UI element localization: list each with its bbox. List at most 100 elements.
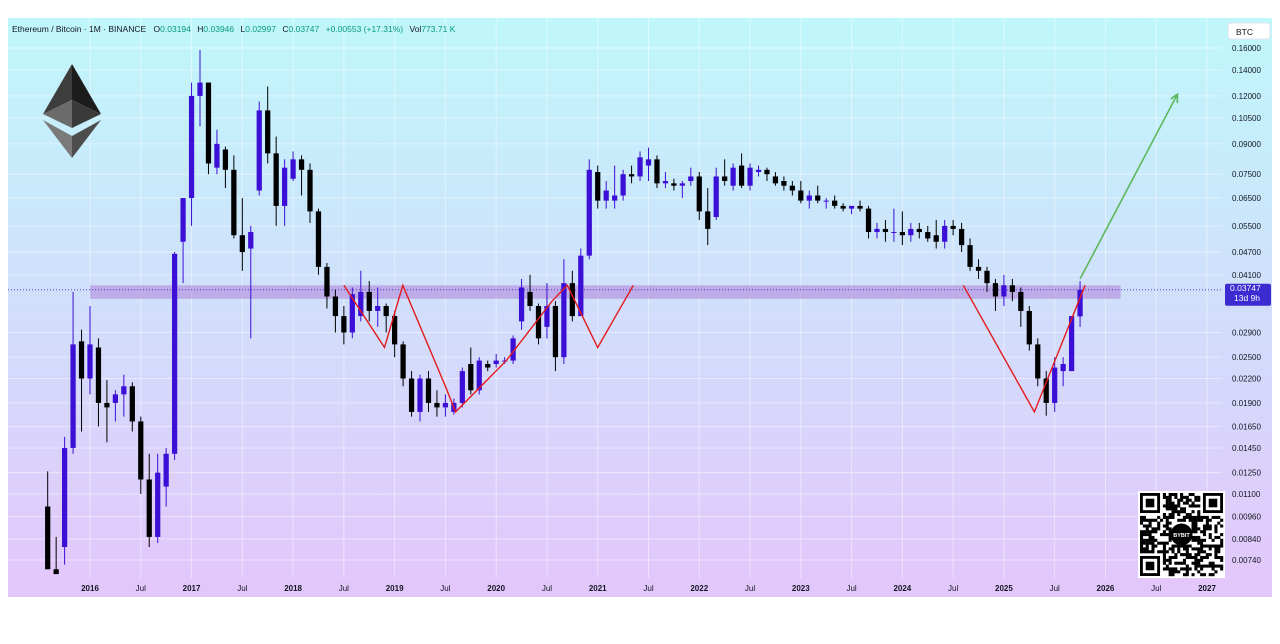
y-tick-label: 0.00840 <box>1232 535 1261 544</box>
candle-body <box>874 228 880 233</box>
candle-body <box>984 270 990 284</box>
qr-module <box>1211 515 1215 519</box>
candle <box>806 190 812 209</box>
qr-module <box>1205 518 1209 522</box>
qr-module <box>1171 510 1175 514</box>
candle <box>1060 357 1066 387</box>
candle <box>958 222 965 253</box>
candle <box>1043 371 1049 416</box>
qr-module <box>1148 538 1152 542</box>
qr-module <box>1214 547 1218 551</box>
qr-module <box>1182 553 1186 557</box>
qr-module <box>1182 544 1186 548</box>
qr-module <box>1194 535 1198 539</box>
qr-module <box>1197 538 1201 542</box>
qr-module <box>1162 524 1166 528</box>
x-tick-label: Jul <box>846 584 856 593</box>
candle-body <box>865 208 872 233</box>
qr-module <box>1174 495 1178 499</box>
candle-body <box>561 283 567 358</box>
candle-body <box>510 338 516 361</box>
qr-module <box>1165 504 1169 508</box>
qr-module <box>1191 561 1195 565</box>
y-tick-label: 0.01650 <box>1232 422 1261 431</box>
candle <box>815 185 821 204</box>
qr-module <box>1208 535 1212 539</box>
qr-module <box>1145 527 1149 531</box>
qr-module <box>1180 561 1184 565</box>
candle-body <box>1009 285 1015 292</box>
candle-body <box>848 205 855 209</box>
candle-body <box>781 181 787 186</box>
candle-body <box>425 378 432 403</box>
candle-body <box>434 402 440 408</box>
candle-body <box>1026 310 1032 345</box>
qr-module <box>1168 555 1172 560</box>
y-tick-label: 0.01450 <box>1232 444 1261 453</box>
time-axis[interactable]: 2016 Jul 2017 Jul 2018 Jul 2019 Jul 2020 Jul 2021 J… <box>81 584 1216 593</box>
candle-body <box>129 386 135 422</box>
qr-module <box>1157 541 1161 545</box>
candle <box>129 382 135 432</box>
qr-module <box>1188 498 1192 502</box>
qr-module <box>1197 498 1201 502</box>
qr-module <box>1220 555 1224 560</box>
qr-module <box>1220 544 1224 548</box>
candle <box>214 129 220 175</box>
candle <box>366 281 372 322</box>
qr-module <box>1162 533 1166 537</box>
qr-module <box>1194 547 1198 551</box>
qr-module <box>1171 515 1175 519</box>
qr-module <box>1214 524 1218 528</box>
qr-module <box>1191 515 1195 519</box>
candle-body <box>925 232 931 239</box>
y-tick-label: 0.06500 <box>1232 194 1261 203</box>
candle-body <box>502 360 508 362</box>
candle-body <box>527 291 533 306</box>
qr-module <box>1188 493 1192 497</box>
candle <box>53 536 59 575</box>
qr-module <box>1168 535 1172 539</box>
candle-body <box>1001 285 1007 297</box>
candle <box>620 169 626 201</box>
qr-module <box>1145 550 1149 554</box>
qr-module <box>1171 493 1175 497</box>
candle-body <box>155 472 161 537</box>
qr-module <box>1168 567 1172 571</box>
qr-module <box>1185 555 1189 560</box>
qr-module <box>1205 521 1209 525</box>
candle <box>942 219 948 249</box>
qr-module <box>1140 535 1144 539</box>
pattern-lines-layer <box>343 96 1177 414</box>
qr-module <box>1182 561 1186 565</box>
qr-module <box>1200 558 1204 562</box>
qr-module <box>1194 518 1198 522</box>
qr-module <box>1148 530 1152 534</box>
candle <box>146 453 152 548</box>
candle-body <box>823 200 829 202</box>
price-axis[interactable]: 0.16000 0.14000 0.12000 0.10500 0.09000 0.075… <box>1232 44 1261 565</box>
qr-module <box>1211 573 1215 577</box>
candle <box>696 172 702 220</box>
x-tick-label: Jul <box>339 584 349 593</box>
candle-body <box>958 228 965 246</box>
qr-module <box>1177 504 1181 508</box>
candle-body <box>222 149 229 170</box>
qr-module <box>1140 515 1144 519</box>
candle-body <box>324 266 330 297</box>
qr-module <box>1165 533 1169 537</box>
qr-module <box>1168 573 1172 577</box>
qr-module <box>1197 510 1201 514</box>
x-tick-label: 2020 <box>487 584 505 593</box>
qr-module <box>1168 513 1172 517</box>
qr-module <box>1197 558 1201 562</box>
qr-module <box>1217 521 1221 525</box>
candle-body <box>975 266 982 271</box>
currency-label-box[interactable] <box>1227 22 1271 40</box>
qr-module <box>1191 524 1195 528</box>
qr-module <box>1177 570 1181 574</box>
ethereum-logo-icon <box>43 64 101 158</box>
candle-body <box>806 195 812 201</box>
